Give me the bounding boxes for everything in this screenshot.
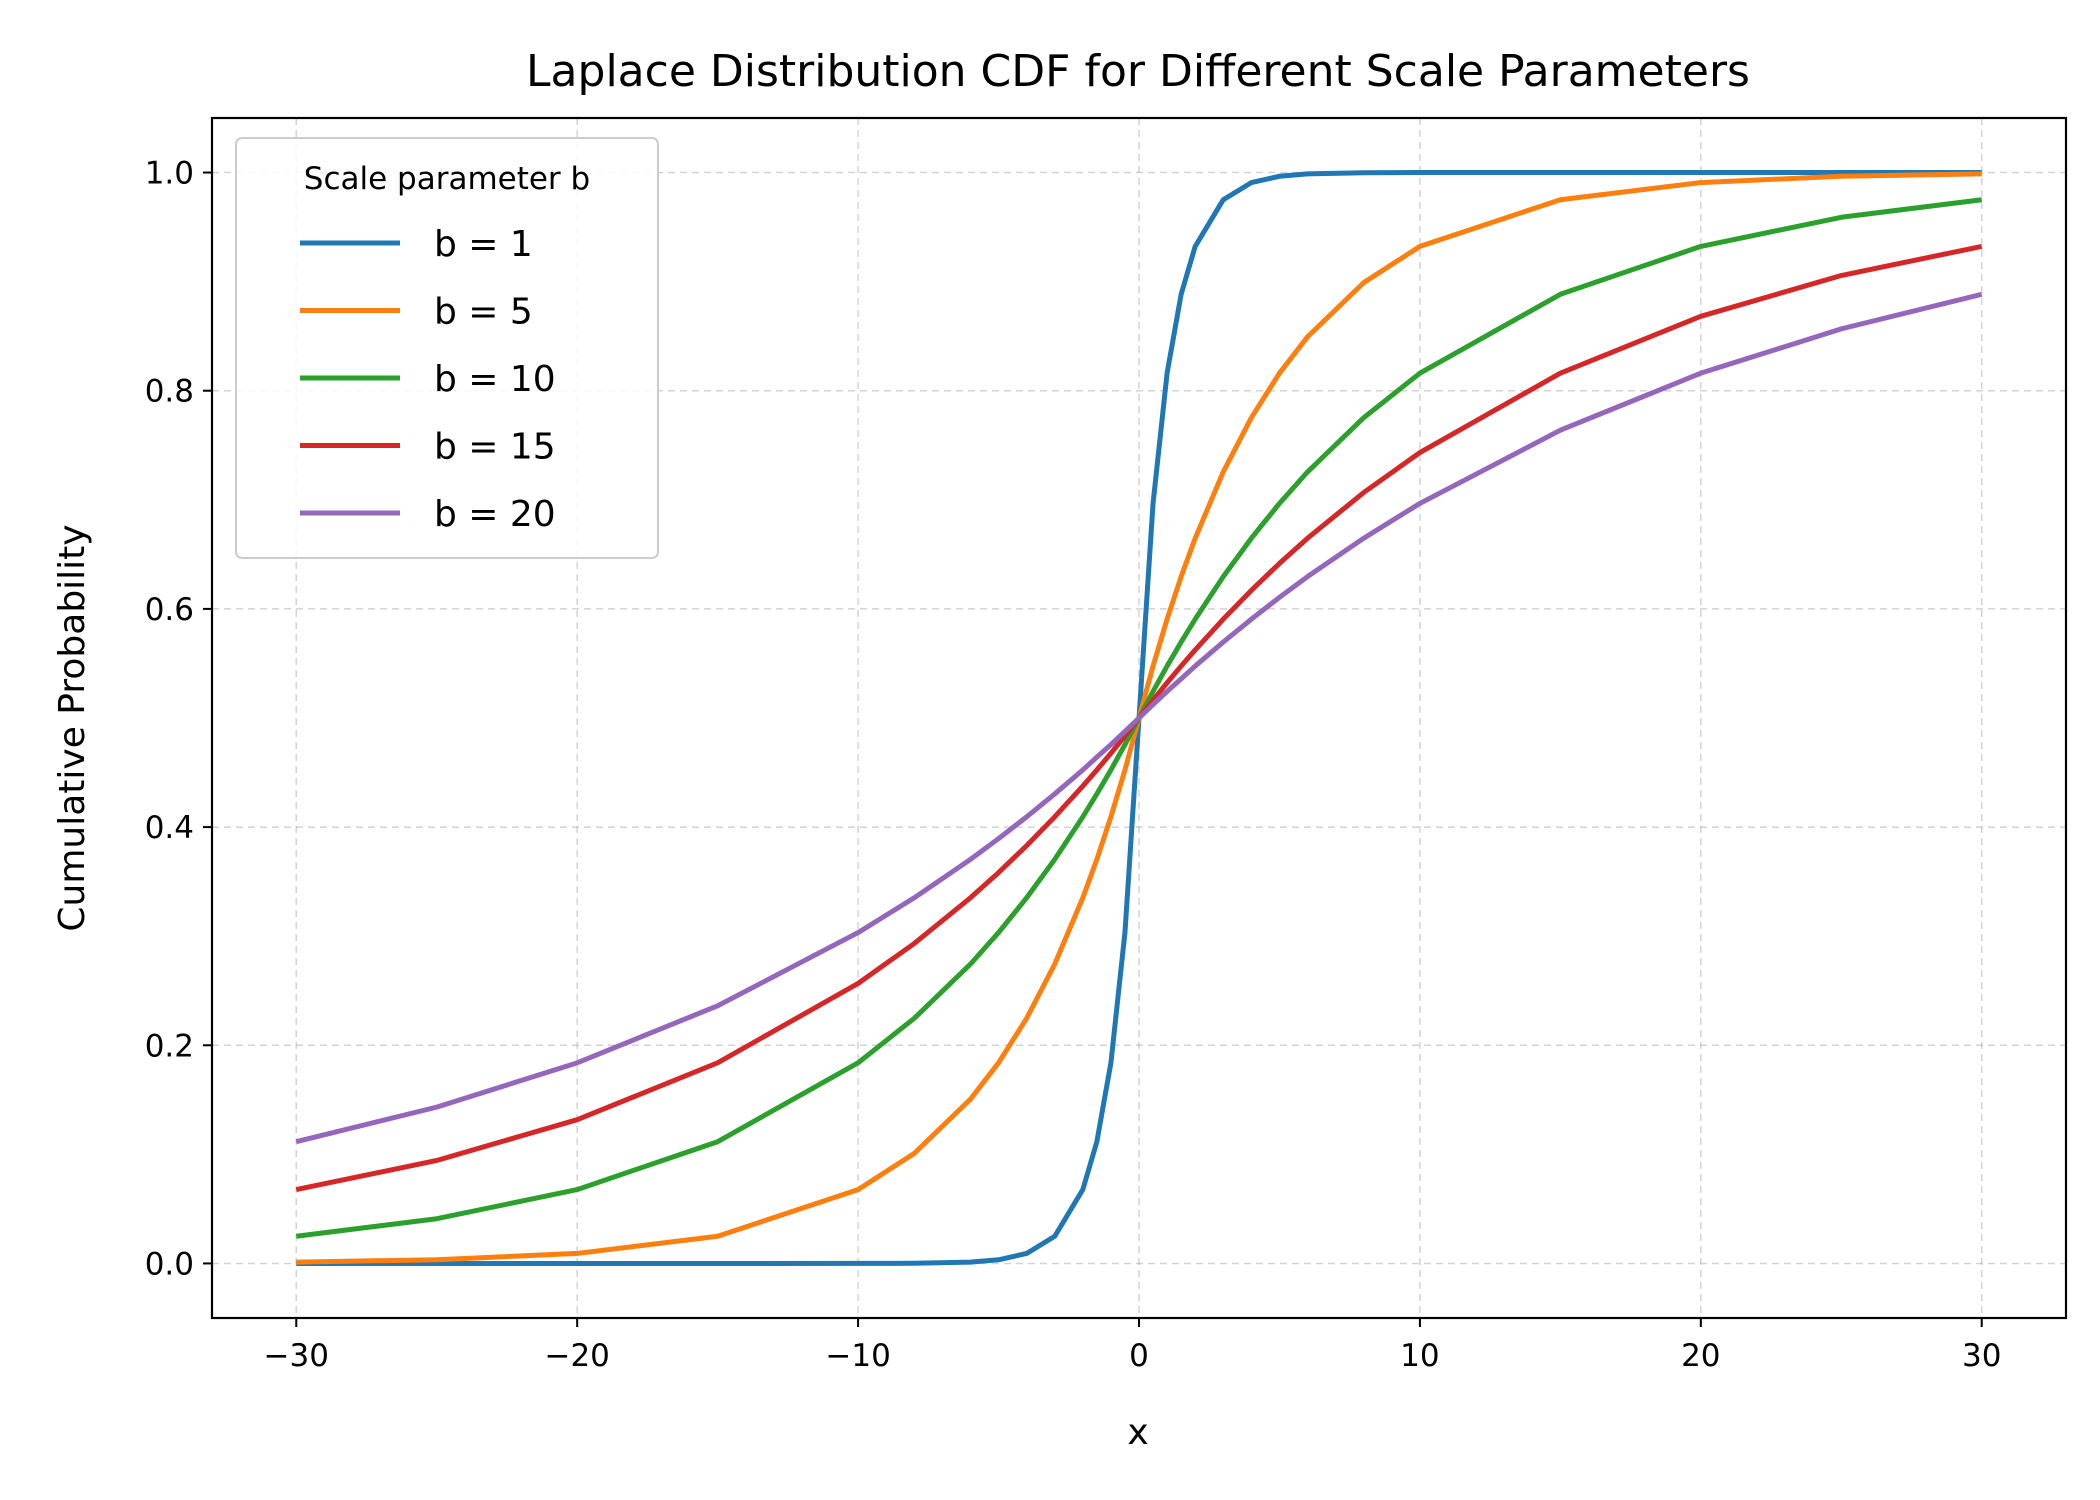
legend: Scale parameter b b = 1 b = 5 b = 10 b = 15… xyxy=(235,137,659,559)
x-tick-label: 30 xyxy=(1962,1338,2001,1374)
series-lines xyxy=(295,170,1983,1266)
x-tick-label: 0 xyxy=(1129,1338,1149,1374)
legend-label: b = 1 xyxy=(434,224,533,265)
legend-label: b = 10 xyxy=(434,359,556,400)
y-axis-label: Cumulative Probability xyxy=(52,524,93,931)
y-tick-label: 1.0 xyxy=(145,156,194,192)
x-tick-label: −10 xyxy=(825,1338,890,1374)
legend-label: b = 15 xyxy=(434,427,556,468)
x-tick-label: 20 xyxy=(1681,1338,1720,1374)
y-tick-label: 0.4 xyxy=(145,810,194,846)
x-axis-ticks: −30 −20 −10 0 10 20 30 xyxy=(264,1318,2001,1374)
x-tick-label: 10 xyxy=(1400,1338,1439,1374)
series-line-5 xyxy=(295,291,1983,1145)
x-tick-label: −20 xyxy=(544,1338,609,1374)
legend-label: b = 5 xyxy=(434,292,533,333)
y-tick-label: 0.0 xyxy=(145,1246,194,1282)
chart-title: Laplace Distribution CDF for Different S… xyxy=(526,46,1750,97)
y-tick-label: 0.8 xyxy=(145,374,194,410)
y-axis-ticks: 0.0 0.2 0.4 0.6 0.8 1.0 xyxy=(145,156,212,1282)
y-tick-label: 0.2 xyxy=(145,1028,194,1064)
x-tick-label: −30 xyxy=(264,1338,329,1374)
legend-items: b = 1 b = 5 b = 10 b = 15 b = 20 xyxy=(300,224,556,535)
x-axis-label: x xyxy=(1127,1412,1148,1453)
legend-label: b = 20 xyxy=(434,494,556,535)
legend-title: Scale parameter b xyxy=(304,161,590,197)
y-tick-label: 0.6 xyxy=(145,592,194,628)
